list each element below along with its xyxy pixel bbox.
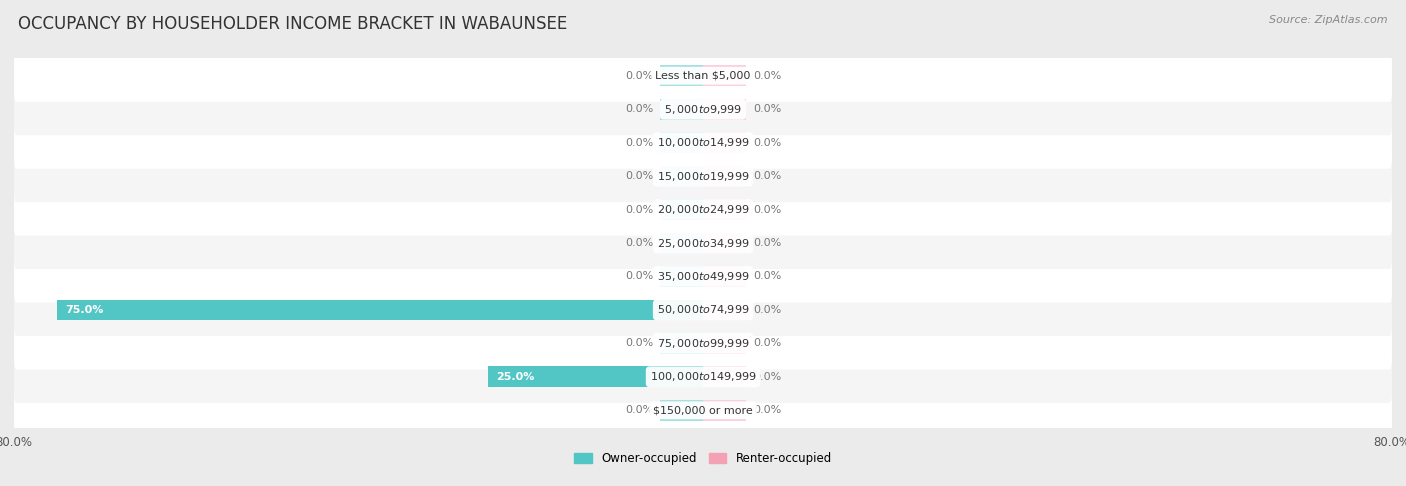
Text: 0.0%: 0.0% <box>754 338 782 348</box>
FancyBboxPatch shape <box>14 83 1392 135</box>
Bar <box>659 65 703 86</box>
FancyBboxPatch shape <box>14 317 1392 369</box>
Text: 0.0%: 0.0% <box>624 405 652 415</box>
Bar <box>659 199 703 220</box>
Text: $50,000 to $74,999: $50,000 to $74,999 <box>657 303 749 316</box>
Text: 0.0%: 0.0% <box>754 205 782 214</box>
Text: $100,000 to $149,999: $100,000 to $149,999 <box>650 370 756 383</box>
Bar <box>703 132 747 153</box>
Text: $5,000 to $9,999: $5,000 to $9,999 <box>664 103 742 116</box>
Legend: Owner-occupied, Renter-occupied: Owner-occupied, Renter-occupied <box>569 447 837 470</box>
Bar <box>703 299 747 320</box>
Text: 0.0%: 0.0% <box>754 405 782 415</box>
Text: 0.0%: 0.0% <box>754 104 782 114</box>
FancyBboxPatch shape <box>14 217 1392 269</box>
Text: $35,000 to $49,999: $35,000 to $49,999 <box>657 270 749 283</box>
FancyBboxPatch shape <box>14 150 1392 202</box>
Text: 0.0%: 0.0% <box>624 338 652 348</box>
Text: 0.0%: 0.0% <box>754 305 782 315</box>
Bar <box>659 166 703 187</box>
FancyBboxPatch shape <box>14 183 1392 236</box>
Text: 0.0%: 0.0% <box>754 171 782 181</box>
Bar <box>703 233 747 253</box>
Bar <box>659 99 703 120</box>
Bar <box>703 333 747 354</box>
Text: 0.0%: 0.0% <box>624 138 652 148</box>
Bar <box>659 333 703 354</box>
Text: 0.0%: 0.0% <box>624 71 652 81</box>
Text: $20,000 to $24,999: $20,000 to $24,999 <box>657 203 749 216</box>
Text: $150,000 or more: $150,000 or more <box>654 405 752 415</box>
Text: OCCUPANCY BY HOUSEHOLDER INCOME BRACKET IN WABAUNSEE: OCCUPANCY BY HOUSEHOLDER INCOME BRACKET … <box>18 15 568 33</box>
Text: 0.0%: 0.0% <box>624 205 652 214</box>
Bar <box>659 400 703 421</box>
Bar <box>659 266 703 287</box>
Text: 0.0%: 0.0% <box>624 272 652 281</box>
FancyBboxPatch shape <box>14 384 1392 436</box>
Text: $75,000 to $99,999: $75,000 to $99,999 <box>657 337 749 350</box>
Bar <box>703 166 747 187</box>
Bar <box>488 366 703 387</box>
Text: 0.0%: 0.0% <box>754 372 782 382</box>
Bar <box>703 400 747 421</box>
Text: 0.0%: 0.0% <box>754 272 782 281</box>
Text: 0.0%: 0.0% <box>754 138 782 148</box>
Bar <box>58 299 703 320</box>
Bar <box>703 266 747 287</box>
FancyBboxPatch shape <box>14 284 1392 336</box>
Text: 0.0%: 0.0% <box>754 71 782 81</box>
Bar <box>703 65 747 86</box>
Bar <box>703 366 747 387</box>
FancyBboxPatch shape <box>14 250 1392 303</box>
Text: 25.0%: 25.0% <box>496 372 534 382</box>
Text: 0.0%: 0.0% <box>624 238 652 248</box>
Bar <box>703 99 747 120</box>
Bar <box>659 132 703 153</box>
Text: 0.0%: 0.0% <box>624 104 652 114</box>
Text: 0.0%: 0.0% <box>754 238 782 248</box>
Bar <box>659 233 703 253</box>
Text: 75.0%: 75.0% <box>66 305 104 315</box>
Text: Less than $5,000: Less than $5,000 <box>655 71 751 81</box>
Text: $15,000 to $19,999: $15,000 to $19,999 <box>657 170 749 183</box>
Text: 0.0%: 0.0% <box>624 171 652 181</box>
Text: $25,000 to $34,999: $25,000 to $34,999 <box>657 237 749 249</box>
Text: Source: ZipAtlas.com: Source: ZipAtlas.com <box>1270 15 1388 25</box>
FancyBboxPatch shape <box>14 50 1392 102</box>
FancyBboxPatch shape <box>14 117 1392 169</box>
FancyBboxPatch shape <box>14 351 1392 403</box>
Bar <box>703 199 747 220</box>
Text: $10,000 to $14,999: $10,000 to $14,999 <box>657 136 749 149</box>
